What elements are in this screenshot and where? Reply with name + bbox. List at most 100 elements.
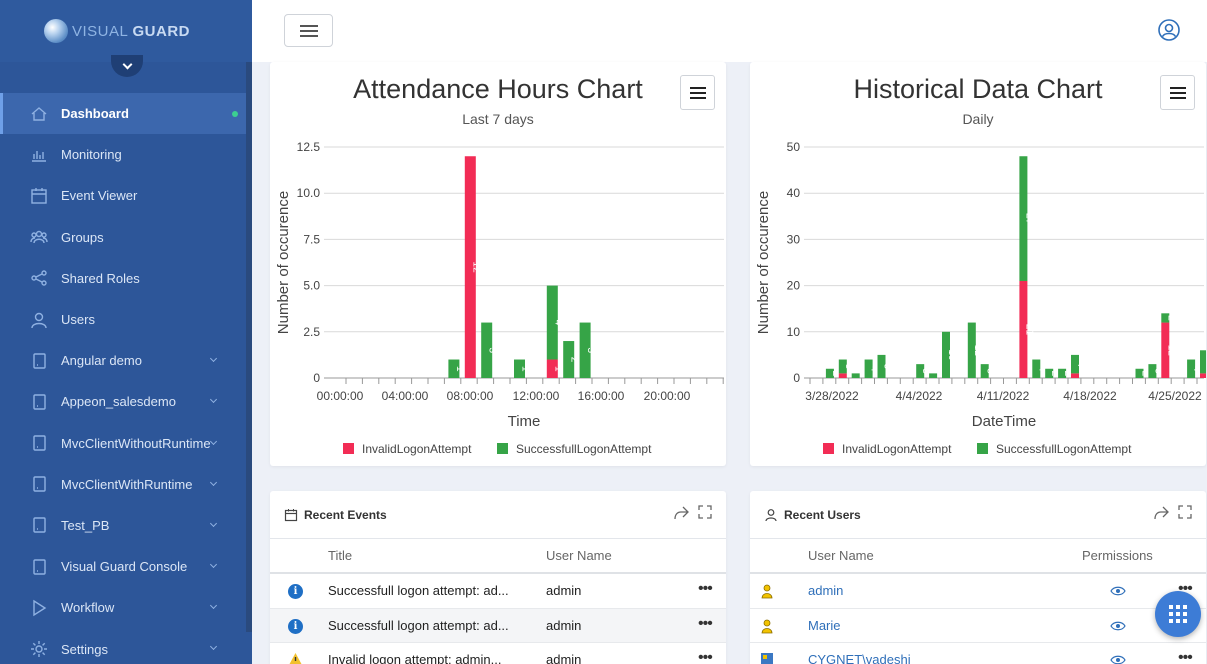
panel-header: Recent Users bbox=[750, 491, 1206, 539]
user-name-link[interactable]: admin bbox=[808, 583, 844, 599]
sidebar-item-workflow[interactable]: Workflow bbox=[0, 587, 246, 628]
bar-successfulllogonattempt[interactable] bbox=[929, 373, 938, 378]
legend-swatch[interactable] bbox=[977, 443, 988, 454]
bar-successfulllogonattempt[interactable] bbox=[1135, 368, 1144, 378]
expand-icon[interactable] bbox=[1178, 505, 1192, 519]
user-name-link[interactable]: CYGNET\vadeshi bbox=[808, 652, 911, 664]
bar-successfulllogonattempt[interactable] bbox=[851, 373, 860, 378]
eye-icon[interactable] bbox=[1110, 655, 1126, 664]
sidebar-scrollbar[interactable] bbox=[246, 62, 252, 632]
sidebar-item-mvcclientwithoutruntime[interactable]: MvcClientWithoutRuntime bbox=[0, 423, 246, 464]
app-logo[interactable]: VISUAL GUARD bbox=[0, 0, 252, 62]
table-row[interactable]: i Successfull logon attempt: ad... admin ••… bbox=[270, 574, 726, 609]
bar-invalidlogonattempt[interactable] bbox=[1071, 373, 1079, 378]
more-options-icon[interactable]: ••• bbox=[698, 649, 713, 664]
share-arrow-icon[interactable] bbox=[672, 505, 690, 521]
share-icon bbox=[30, 269, 48, 287]
more-options-icon[interactable]: ••• bbox=[1178, 649, 1193, 664]
bar-successfulllogonattempt[interactable] bbox=[967, 322, 976, 378]
legend-label[interactable]: InvalidLogonAttempt bbox=[842, 442, 952, 456]
legend-swatch[interactable] bbox=[497, 443, 508, 454]
bar-successfulllogonattempt[interactable] bbox=[481, 322, 493, 378]
chart-menu-button[interactable] bbox=[1160, 75, 1195, 110]
eye-icon[interactable] bbox=[1110, 586, 1126, 596]
chart-subtitle: Daily bbox=[962, 111, 994, 127]
sidebar-item-settings[interactable]: Settings bbox=[0, 628, 246, 664]
bar-successfulllogonattempt[interactable] bbox=[1148, 364, 1157, 378]
legend-label[interactable]: InvalidLogonAttempt bbox=[362, 442, 472, 456]
bar-successfulllogonattempt[interactable] bbox=[1187, 359, 1196, 378]
bar-successfulllogonattempt[interactable] bbox=[1058, 368, 1067, 378]
sidebar-item-groups[interactable]: Groups bbox=[0, 217, 246, 258]
top-bar bbox=[252, 0, 1207, 62]
bar-successfulllogonattempt[interactable] bbox=[1200, 350, 1206, 374]
apps-grid-button[interactable] bbox=[1155, 591, 1201, 637]
sidebar-item-users[interactable]: Users bbox=[0, 299, 246, 340]
bar-successfulllogonattempt[interactable] bbox=[1071, 354, 1079, 374]
legend-label[interactable]: SuccessfullLogonAttempt bbox=[516, 442, 652, 456]
sidebar-item-test-pb[interactable]: Test_PB bbox=[0, 505, 246, 546]
user-profile-icon[interactable] bbox=[1158, 19, 1180, 41]
bar-invalidlogonattempt[interactable] bbox=[1161, 322, 1170, 378]
legend-swatch[interactable] bbox=[823, 443, 834, 454]
sidebar-item-monitoring[interactable]: Monitoring bbox=[0, 134, 246, 175]
more-options-icon[interactable]: ••• bbox=[698, 614, 713, 632]
table-row[interactable]: i Successfull logon attempt: ad... admin ••… bbox=[270, 608, 726, 643]
share-arrow-icon[interactable] bbox=[1152, 505, 1170, 521]
sidebar-item-shared-roles[interactable]: Shared Roles bbox=[0, 258, 246, 299]
bar-successfulllogonattempt[interactable] bbox=[579, 322, 591, 378]
eye-icon[interactable] bbox=[1110, 621, 1126, 631]
bar-successfulllogonattempt[interactable] bbox=[980, 364, 989, 378]
sidebar-collapse-button[interactable] bbox=[111, 55, 143, 77]
more-options-icon[interactable]: ••• bbox=[698, 580, 713, 597]
bar-successfulllogonattempt[interactable] bbox=[514, 359, 525, 378]
user-name-link[interactable]: Marie bbox=[808, 617, 841, 633]
bar-invalidlogonattempt[interactable] bbox=[1019, 280, 1028, 378]
app-icon bbox=[30, 516, 48, 534]
windows-user-icon bbox=[761, 653, 773, 664]
bar-invalidlogonattempt[interactable] bbox=[1200, 373, 1206, 378]
column-permissions[interactable]: Permissions bbox=[1082, 548, 1153, 563]
sidebar-item-dashboard[interactable]: Dashboard bbox=[0, 93, 246, 135]
menu-toggle-button[interactable] bbox=[284, 14, 333, 47]
column-user-name[interactable]: User Name bbox=[808, 548, 874, 563]
bar-data-label: 12 bbox=[1165, 345, 1176, 357]
sidebar-item-appeon-salesdemo[interactable]: Appeon_salesdemo bbox=[0, 381, 246, 422]
bar-data-label: 3 bbox=[843, 364, 854, 370]
table-row[interactable]: Marie••• bbox=[750, 609, 1206, 643]
expand-icon[interactable] bbox=[698, 505, 712, 519]
sidebar-item-mvcclientwithruntime[interactable]: MvcClientWithRuntime bbox=[0, 464, 246, 505]
legend-label[interactable]: SuccessfullLogonAttempt bbox=[996, 442, 1132, 456]
y-tick-label: 50 bbox=[787, 140, 801, 154]
table-row[interactable]: admin ••• bbox=[750, 574, 1206, 609]
bar-successfulllogonattempt[interactable] bbox=[563, 341, 575, 378]
sidebar-item-event-viewer[interactable]: Event Viewer bbox=[0, 175, 246, 216]
bar-successfulllogonattempt[interactable] bbox=[1161, 313, 1170, 323]
bar-invalidlogonattempt[interactable] bbox=[838, 373, 847, 378]
sidebar-item-visual-guard-console[interactable]: Visual Guard Console bbox=[0, 546, 246, 587]
sidebar-item-angular-demo[interactable]: Angular demo bbox=[0, 340, 246, 381]
bar-successfulllogonattempt[interactable] bbox=[1032, 359, 1041, 378]
bar-successfulllogonattempt[interactable] bbox=[546, 285, 558, 360]
legend-swatch[interactable] bbox=[343, 443, 354, 454]
y-axis-title: Number of occurence bbox=[275, 191, 292, 334]
column-user-name[interactable]: User Name bbox=[546, 548, 612, 563]
bar-successfulllogonattempt[interactable] bbox=[1019, 156, 1028, 281]
bar-successfulllogonattempt[interactable] bbox=[838, 359, 847, 374]
bar-successfulllogonattempt[interactable] bbox=[448, 359, 460, 378]
table-row[interactable]: CYGNET\vadeshi ••• bbox=[750, 643, 1206, 664]
bar-invalidlogonattempt[interactable] bbox=[464, 156, 476, 378]
bar-successfulllogonattempt[interactable] bbox=[877, 354, 886, 378]
bar-successfulllogonattempt[interactable] bbox=[942, 331, 950, 378]
bar-successfulllogonattempt[interactable] bbox=[864, 359, 873, 378]
chart-menu-button[interactable] bbox=[680, 75, 715, 110]
users-table: User Name Permissions admin•••Marie•••CY… bbox=[750, 539, 1206, 664]
column-title[interactable]: Title bbox=[328, 548, 353, 563]
bar-successfulllogonattempt[interactable] bbox=[916, 364, 925, 378]
bar-data-label: 12 bbox=[470, 262, 481, 274]
bar-successfulllogonattempt[interactable] bbox=[1045, 368, 1054, 378]
table-row[interactable]: Invalid logon attempt: admin... admin ••• bbox=[270, 643, 726, 664]
event-title: Successfull logon attempt: ad... bbox=[328, 583, 509, 599]
bar-successfulllogonattempt[interactable] bbox=[825, 368, 834, 378]
bar-invalidlogonattempt[interactable] bbox=[546, 359, 558, 378]
